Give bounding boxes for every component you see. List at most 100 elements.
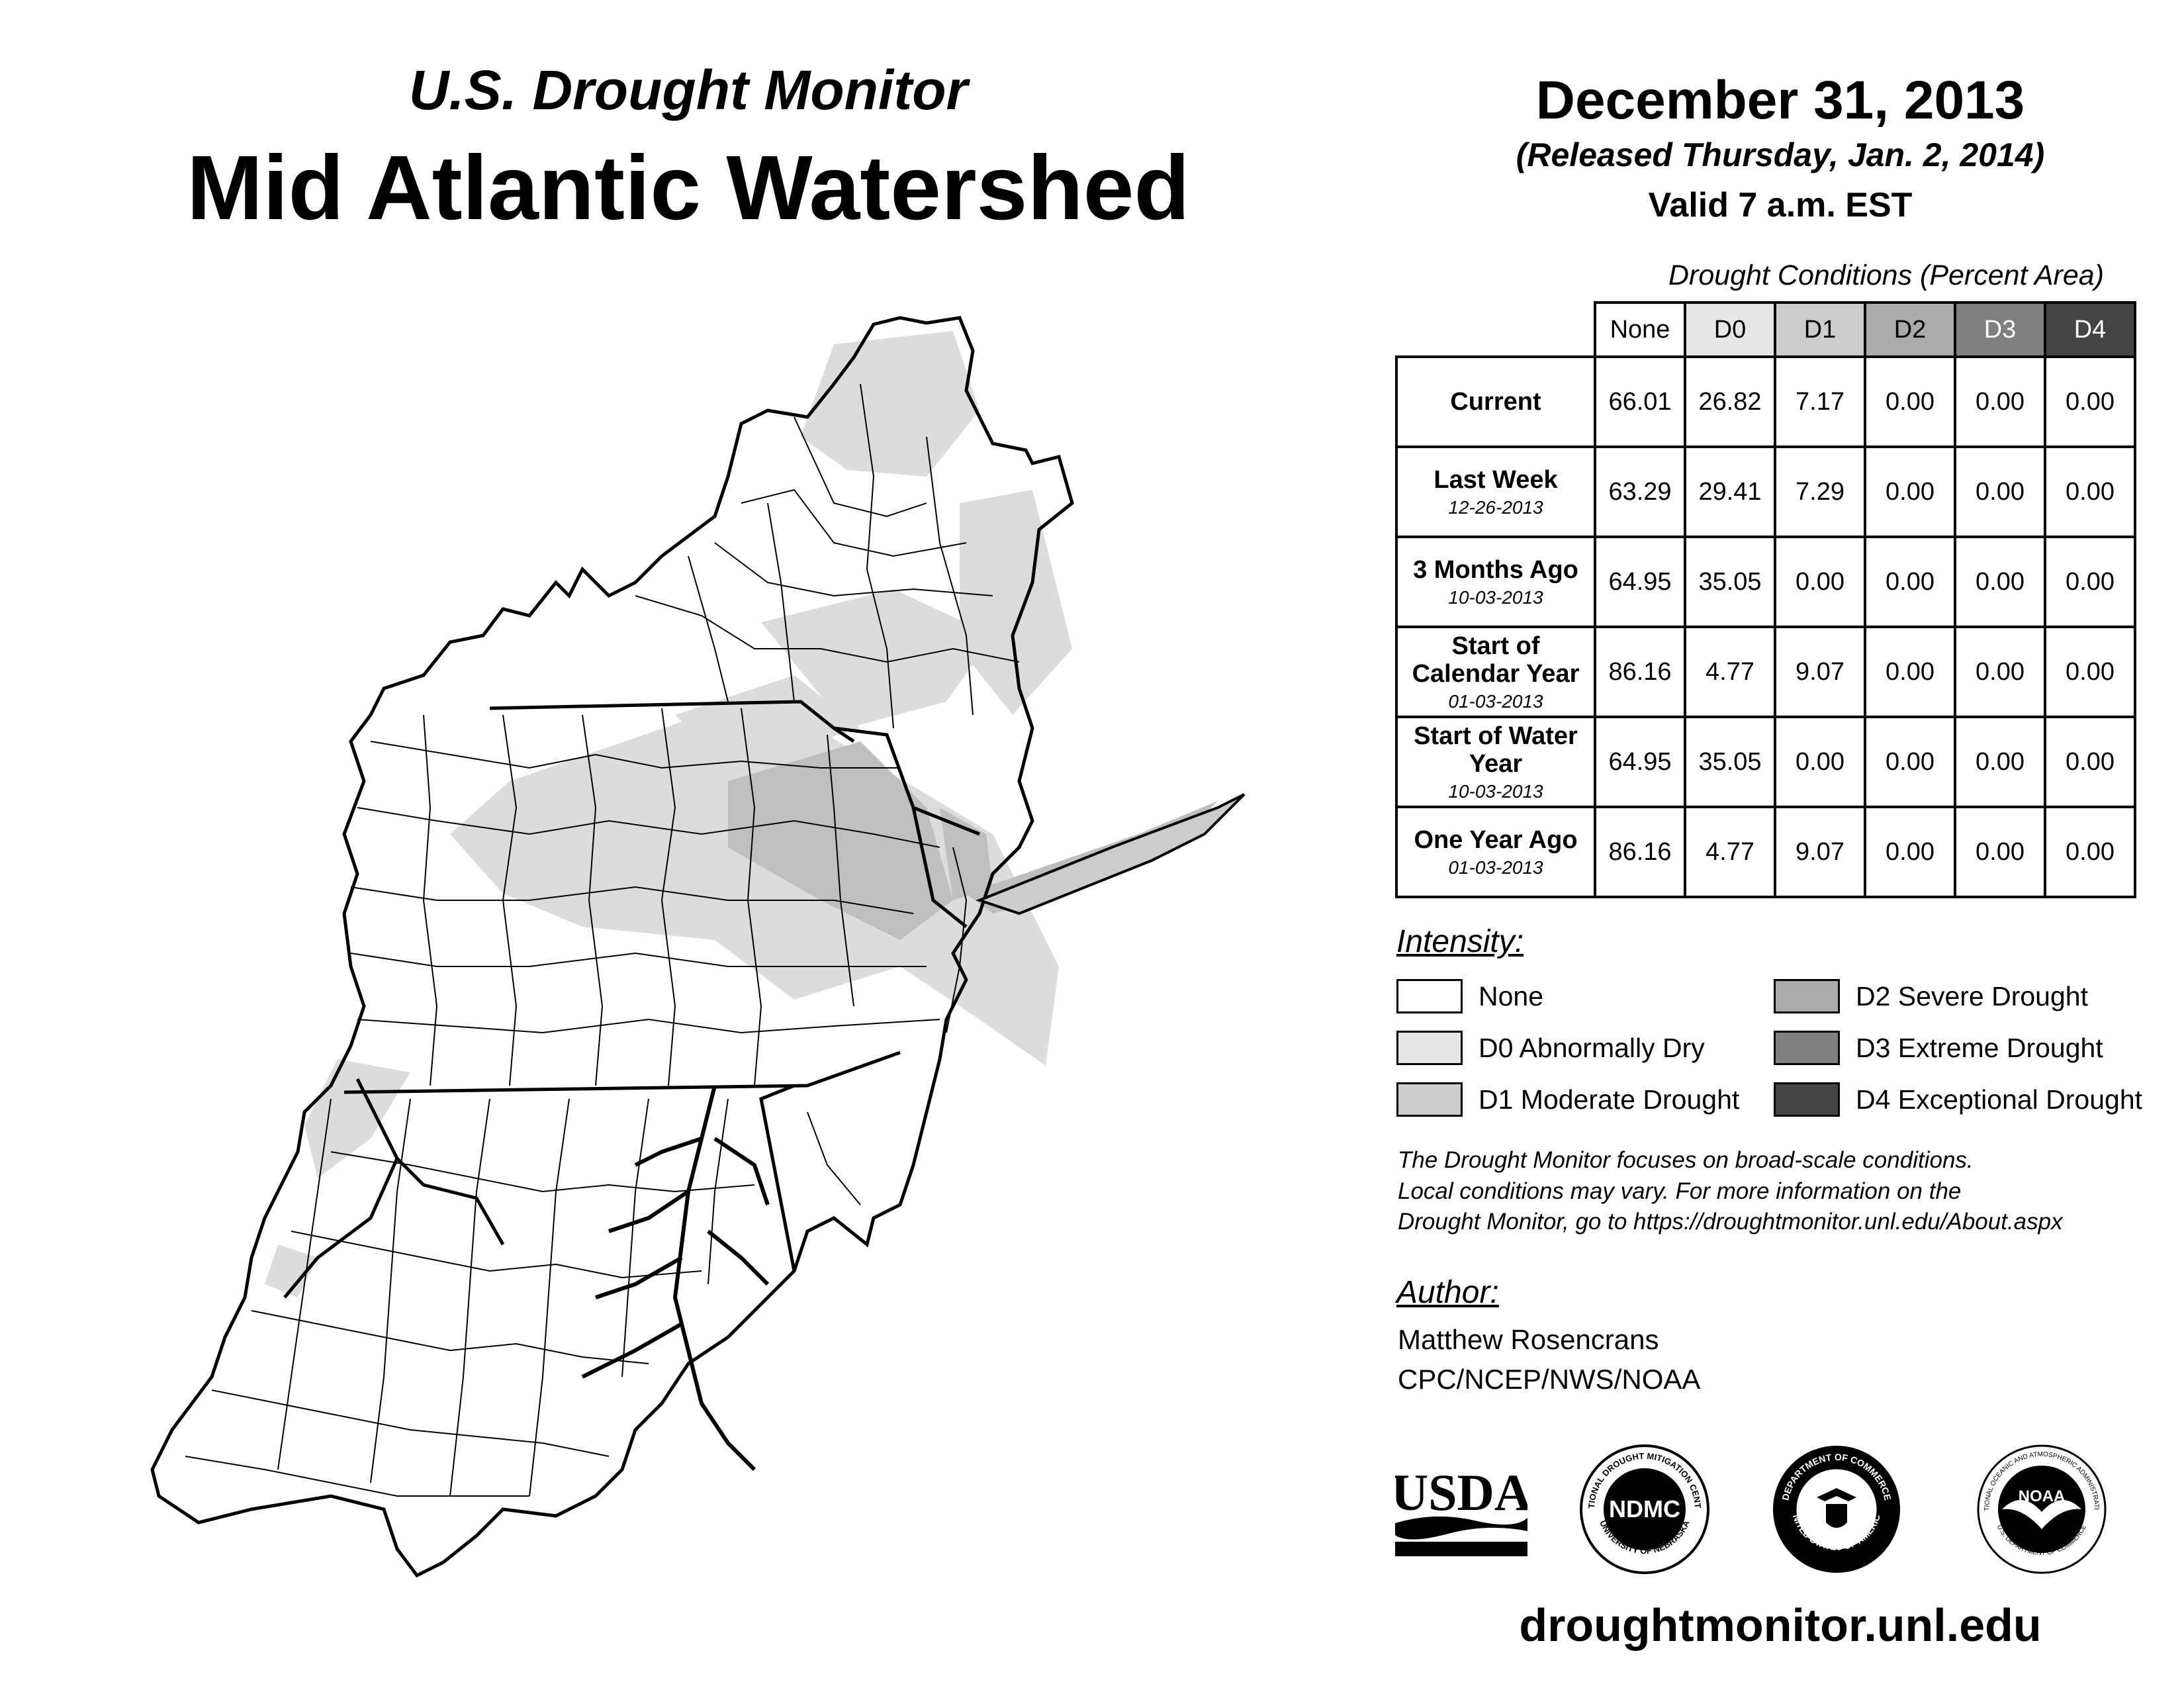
table-cell: 0.00 <box>1954 626 2046 718</box>
legend-label: D1 Moderate Drought <box>1479 1084 1740 1115</box>
col-header-d0: D0 <box>1684 301 1776 358</box>
legend-label: D0 Abnormally Dry <box>1479 1032 1705 1063</box>
row-label: One Year Ago 01-03-2013 <box>1395 806 1596 898</box>
valid-date: December 31, 2013 <box>1535 70 2025 130</box>
table-cell: 0.00 <box>2044 806 2136 898</box>
table-row: 3 Months Ago 10-03-2013 64.95 35.05 0.00 … <box>1395 536 2136 628</box>
usda-logo: USDA <box>1395 1464 1527 1556</box>
table-cell: 64.95 <box>1594 716 1686 808</box>
col-header-none: None <box>1594 301 1686 358</box>
legend-label: D2 Severe Drought <box>1856 980 2088 1011</box>
table-row: Start of Water Year 10-03-2013 64.95 35.0… <box>1395 716 2136 808</box>
col-header-d1: D1 <box>1774 301 1866 358</box>
col-header-d3: D3 <box>1954 301 2046 358</box>
table-cell: 0.00 <box>1774 536 1866 628</box>
legend-heading: Intensity: <box>1396 924 1524 959</box>
conditions-table: None D0 D1 D2 D3 D4 Current 66.01 26.82 … <box>1395 301 2136 898</box>
eagle-icon <box>1817 1488 1856 1501</box>
note-line: Local conditions may vary. For more info… <box>1398 1178 1962 1204</box>
legend-swatch <box>1774 979 1840 1013</box>
table-cell: 0.00 <box>1954 716 2046 808</box>
legend-item-d0: D0 Abnormally Dry <box>1396 1028 1705 1068</box>
note-line: Drought Monitor, go to https://droughtmo… <box>1398 1209 2063 1235</box>
table-row: Start of Calendar Year 01-03-2013 86.16 4… <box>1395 626 2136 718</box>
table-row: One Year Ago 01-03-2013 86.16 4.77 9.07 0… <box>1395 806 2136 898</box>
long-island <box>976 793 1246 915</box>
map-subtitle: U.S. Drought Monitor <box>408 59 968 121</box>
map-title: Mid Atlantic Watershed <box>187 137 1190 239</box>
legend-item-d1: D1 Moderate Drought <box>1396 1080 1739 1119</box>
table-cell: 0.00 <box>1954 536 2046 628</box>
table-cell: 4.77 <box>1684 626 1776 718</box>
website-url[interactable]: droughtmonitor.unl.edu <box>1519 1599 2042 1651</box>
table-cell: 64.95 <box>1594 536 1686 628</box>
usda-logo-text: USDA <box>1395 1464 1527 1521</box>
legend-label: None <box>1479 980 1544 1011</box>
table-cell: 35.05 <box>1684 716 1776 808</box>
table-cell: 4.77 <box>1684 806 1776 898</box>
table-cell: 0.00 <box>2044 626 2136 718</box>
legend-swatch <box>1396 1031 1463 1065</box>
row-label: Current <box>1395 355 1596 448</box>
legend-label: D3 Extreme Drought <box>1856 1032 2103 1063</box>
table-row: Last Week 12-26-2013 63.29 29.41 7.29 0.0… <box>1395 445 2136 538</box>
valid-time: Valid 7 a.m. EST <box>1648 186 1913 224</box>
ndmc-logo: NATIONAL DROUGHT MITIGATION CENTER UNIVE… <box>1578 1443 1709 1574</box>
col-header-d2: D2 <box>1864 301 1956 358</box>
legend-label: D4 Exceptional Drought <box>1856 1084 2143 1115</box>
table-cell: 35.05 <box>1684 536 1776 628</box>
table-cell: 0.00 <box>2044 716 2136 808</box>
row-label: Start of Calendar Year 01-03-2013 <box>1395 626 1596 718</box>
watershed-boundary <box>150 316 1074 1578</box>
noaa-text: NOAA <box>2019 1487 2066 1505</box>
author-name: Matthew Rosencrans <box>1398 1324 1659 1355</box>
shield-icon <box>1826 1504 1847 1528</box>
table-cell: 0.00 <box>1954 355 2046 448</box>
table-cell: 0.00 <box>1864 355 1956 448</box>
note-line: The Drought Monitor focuses on broad-sca… <box>1398 1147 1974 1173</box>
table-cell: 9.07 <box>1774 806 1866 898</box>
table-cell: 86.16 <box>1594 626 1686 718</box>
legend-item-d4: D4 Exceptional Drought <box>1774 1080 2142 1119</box>
col-header-d4: D4 <box>2044 301 2136 358</box>
ndmc-text: NDMC <box>1609 1495 1680 1523</box>
drought-map <box>150 316 1246 1578</box>
table-header-row: None D0 D1 D2 D3 D4 <box>1396 301 2136 358</box>
author-heading: Author: <box>1396 1275 1499 1310</box>
table-cell: 66.01 <box>1594 355 1686 448</box>
legend-item-d2: D2 Severe Drought <box>1774 976 2088 1016</box>
legend-item-none: None <box>1396 976 1543 1016</box>
table-cell: 0.00 <box>1774 716 1866 808</box>
row-label: Start of Water Year 10-03-2013 <box>1395 716 1596 808</box>
table-cell: 0.00 <box>2044 445 2136 538</box>
gull-icon <box>2002 1499 2081 1529</box>
table-cell: 0.00 <box>2044 355 2136 448</box>
legend-swatch <box>1774 1082 1840 1117</box>
legend-swatch <box>1396 1082 1463 1117</box>
disclaimer-note: The Drought Monitor focuses on broad-sca… <box>1398 1145 2172 1238</box>
table-cell: 0.00 <box>1864 536 1956 628</box>
table-row: Current 66.01 26.82 7.17 0.00 0.00 0.00 <box>1395 355 2136 448</box>
legend-item-d3: D3 Extreme Drought <box>1774 1028 2103 1068</box>
department-of-commerce-seal: DEPARTMENT OF COMMERCE UNITED STATES OF … <box>1770 1443 1900 1573</box>
chesapeake-bay <box>581 1085 770 1472</box>
table-cell: 7.29 <box>1774 445 1866 538</box>
table-cell: 63.29 <box>1594 445 1686 538</box>
table-cell: 7.17 <box>1774 355 1866 448</box>
legend-swatch <box>1396 979 1463 1013</box>
table-cell: 86.16 <box>1594 806 1686 898</box>
table-cell: 0.00 <box>1864 626 1956 718</box>
table-cell: 9.07 <box>1774 626 1866 718</box>
table-cell: 0.00 <box>2044 536 2136 628</box>
author-organization: CPC/NCEP/NWS/NOAA <box>1398 1364 1701 1395</box>
table-cell: 0.00 <box>1954 445 2046 538</box>
release-date: (Released Thursday, Jan. 2, 2014) <box>1516 136 2045 173</box>
table-cell: 0.00 <box>1954 806 2046 898</box>
table-cell: 29.41 <box>1684 445 1776 538</box>
table-caption: Drought Conditions (Percent Area) <box>1668 259 2105 291</box>
table-cell: 0.00 <box>1864 716 1956 808</box>
row-label: Last Week 12-26-2013 <box>1395 445 1596 538</box>
county-lines <box>185 383 1020 1497</box>
noaa-logo: NATIONAL OCEANIC AND ATMOSPHERIC ADMINIS… <box>1976 1443 2107 1574</box>
row-label: 3 Months Ago 10-03-2013 <box>1395 536 1596 628</box>
